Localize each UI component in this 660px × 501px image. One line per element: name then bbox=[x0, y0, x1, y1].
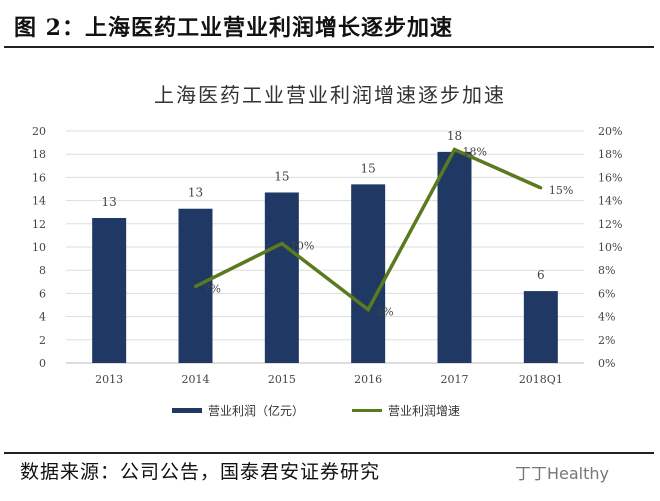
y-left-tick: 12 bbox=[32, 218, 46, 231]
y-right-tick: 12% bbox=[598, 218, 622, 231]
bar-label: 13 bbox=[188, 186, 203, 200]
line-label: 7% bbox=[204, 282, 221, 295]
y-right-tick: 14% bbox=[598, 195, 622, 208]
y-left-tick: 20 bbox=[32, 125, 46, 138]
y-left-tick: 8 bbox=[39, 264, 46, 277]
line-point bbox=[453, 148, 456, 152]
chart: 上海医药工业营业利润增速逐步加速 13 13 15 15 18 6 7% 10% 5% 18% 15… bbox=[32, 83, 622, 418]
y-left-tick: 0 bbox=[39, 357, 46, 370]
bar-label: 15 bbox=[361, 161, 376, 175]
bar-label: 13 bbox=[102, 195, 117, 209]
y-right-tick: 8% bbox=[598, 264, 615, 277]
line-point bbox=[280, 242, 284, 246]
x-tick: 2013 bbox=[95, 373, 123, 386]
line-label: 10% bbox=[290, 240, 314, 253]
y-left-tick: 16 bbox=[32, 171, 46, 184]
source-note: 数据来源：公司公告，国泰君安证券研究 bbox=[20, 461, 381, 483]
figure-title: 图 2：上海医药工业营业利润增长逐步加速 bbox=[14, 15, 453, 41]
y-right-tick: 18% bbox=[598, 148, 622, 161]
y-left-tick: 14 bbox=[32, 195, 46, 208]
y-left-tick: 6 bbox=[39, 287, 46, 300]
line-point bbox=[194, 284, 197, 288]
y-right-tick: 20% bbox=[598, 125, 622, 138]
legend-swatch-bar bbox=[172, 408, 202, 413]
chart-title: 上海医药工业营业利润增速逐步加速 bbox=[154, 83, 506, 107]
legend-label-bar: 营业利润（亿元） bbox=[208, 403, 304, 418]
bar bbox=[437, 151, 472, 363]
bar-label: 15 bbox=[274, 169, 289, 183]
watermark: 丁丁Healthy bbox=[515, 464, 610, 483]
legend-swatch-line bbox=[352, 409, 382, 412]
y-left-tick: 4 bbox=[39, 311, 46, 324]
line-point bbox=[366, 308, 370, 312]
y-left-tick: 10 bbox=[32, 241, 46, 254]
legend: 营业利润（亿元） 营业利润增速 bbox=[172, 403, 460, 418]
bar bbox=[264, 192, 299, 363]
top-rule bbox=[4, 46, 654, 48]
bottom-rule bbox=[4, 452, 654, 454]
line-label: 18% bbox=[463, 146, 487, 159]
x-tick: 2014 bbox=[182, 373, 210, 386]
x-tick: 2017 bbox=[441, 373, 469, 386]
bar bbox=[523, 291, 558, 363]
bar-label: 6 bbox=[537, 268, 545, 282]
line-label: 5% bbox=[376, 306, 393, 319]
x-tick: 2015 bbox=[268, 373, 296, 386]
bar bbox=[92, 218, 127, 363]
y-right-tick: 4% bbox=[598, 311, 615, 324]
x-tick: 2016 bbox=[354, 373, 382, 386]
legend-label-line: 营业利润增速 bbox=[388, 404, 460, 418]
line-label: 15% bbox=[549, 184, 573, 197]
y-right-tick: 0% bbox=[598, 357, 615, 370]
y-left-tick: 2 bbox=[39, 334, 46, 347]
x-tick: 2018Q1 bbox=[519, 373, 563, 386]
bar bbox=[351, 184, 386, 363]
y-right-tick: 6% bbox=[598, 287, 615, 300]
line-point bbox=[539, 186, 543, 190]
y-left-tick: 18 bbox=[32, 148, 46, 161]
y-right-tick: 16% bbox=[598, 171, 622, 184]
y-right-tick: 10% bbox=[598, 241, 622, 254]
bar-label: 18 bbox=[447, 129, 462, 143]
y-right-tick: 2% bbox=[598, 334, 615, 347]
